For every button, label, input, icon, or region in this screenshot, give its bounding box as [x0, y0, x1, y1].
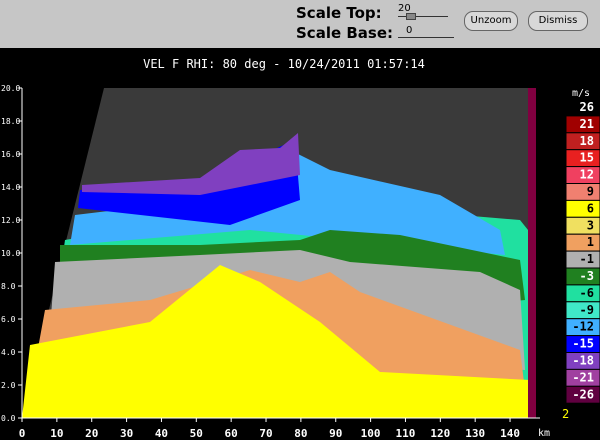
x-tick-label: 140 — [500, 427, 520, 440]
y-tick-label: 12.0 — [1, 216, 20, 225]
colorbar-label: -6 — [580, 286, 594, 300]
colorbar-label: 26 — [580, 100, 594, 114]
slider-knob[interactable] — [406, 13, 416, 20]
x-tick-label: 100 — [361, 427, 381, 440]
slider-track — [398, 37, 454, 38]
colorbar-label: -3 — [580, 269, 594, 283]
colorbar-unit: m/s — [572, 88, 590, 99]
colorbar-label: 3 — [587, 218, 594, 232]
echo-maroon-strip — [528, 88, 536, 418]
slider-track — [398, 16, 448, 17]
x-tick-label: 20 — [85, 427, 98, 440]
y-tick-label: 14.0 — [1, 183, 20, 192]
colorbar-label: 1 — [587, 235, 594, 249]
colorbar-label: -15 — [572, 337, 594, 351]
dismiss-button[interactable]: Dismiss — [528, 11, 588, 31]
scale-top-label: Scale Top: — [296, 4, 382, 22]
echo-yellow — [22, 265, 530, 418]
colorbar-swatch — [565, 183, 600, 201]
colorbar-swatch — [565, 199, 600, 218]
colorbar-label: -26 — [572, 387, 594, 401]
colorbar-label: 9 — [587, 185, 594, 199]
corner-label: 2 — [562, 407, 569, 421]
y-tick-label: 6.0 — [1, 315, 16, 324]
colorbar-swatch — [565, 385, 600, 404]
scale-top-value: 20 — [398, 3, 411, 14]
colorbar-label: 15 — [580, 151, 594, 165]
x-unit: km — [538, 428, 550, 439]
y-tick-label: 0.0 — [1, 414, 16, 423]
x-tick-label: 10 — [50, 427, 63, 440]
x-tick-label: 60 — [225, 427, 238, 440]
x-tick-label: 0 — [19, 427, 26, 440]
control-panel: Scale Top: 20 Scale Base: 0 Unzoom Dismi… — [0, 0, 600, 48]
x-tick-label: 70 — [259, 427, 272, 440]
radar-display: VEL F RHI: 80 deg - 10/24/2011 01:57:14 … — [1, 57, 600, 440]
y-tick-label: 4.0 — [1, 348, 16, 357]
radar-image: 0.0 2.0 4.0 6.0 8.0 10.0 12.0 14.0 16.0 18.0 20.0 0… — [1, 84, 600, 440]
echo-purple — [82, 133, 300, 195]
colorbar-label: -21 — [572, 370, 594, 384]
x-tick-label: 110 — [396, 427, 416, 440]
x-tick-label: 80 — [294, 427, 307, 440]
y-tick-label: 2.0 — [1, 381, 16, 390]
colorbar-label: 6 — [587, 201, 594, 215]
y-tick-label: 20.0 — [1, 84, 20, 93]
x-tick-label: 90 — [329, 427, 342, 440]
colorbar-label: 12 — [580, 168, 594, 182]
x-tick-label: 120 — [430, 427, 450, 440]
y-tick-label: 18.0 — [1, 117, 20, 126]
colorbar-label: 18 — [580, 134, 594, 148]
colorbar-swatch — [565, 216, 600, 235]
x-tick-label: 50 — [190, 427, 203, 440]
x-tick-label: 30 — [120, 427, 133, 440]
plot-title: VEL F RHI: 80 deg - 10/24/2011 01:57:14 — [143, 57, 425, 71]
x-tick-label: 40 — [155, 427, 168, 440]
y-tick-label: 10.0 — [1, 249, 20, 258]
unzoom-button[interactable]: Unzoom — [464, 11, 518, 31]
scale-base-value: 0 — [406, 25, 413, 36]
colorbar-label: -9 — [580, 303, 594, 317]
scale-base-label: Scale Base: — [296, 24, 394, 42]
colorbar-label: 21 — [580, 117, 594, 131]
y-tick-label: 8.0 — [1, 282, 16, 291]
x-tick-label: 130 — [465, 427, 485, 440]
colorbar-label: -12 — [572, 320, 594, 334]
y-tick-label: 16.0 — [1, 150, 20, 159]
colorbar-label: -1 — [580, 252, 594, 266]
colorbar-swatch — [565, 233, 600, 252]
colorbar-label: -18 — [572, 354, 594, 368]
